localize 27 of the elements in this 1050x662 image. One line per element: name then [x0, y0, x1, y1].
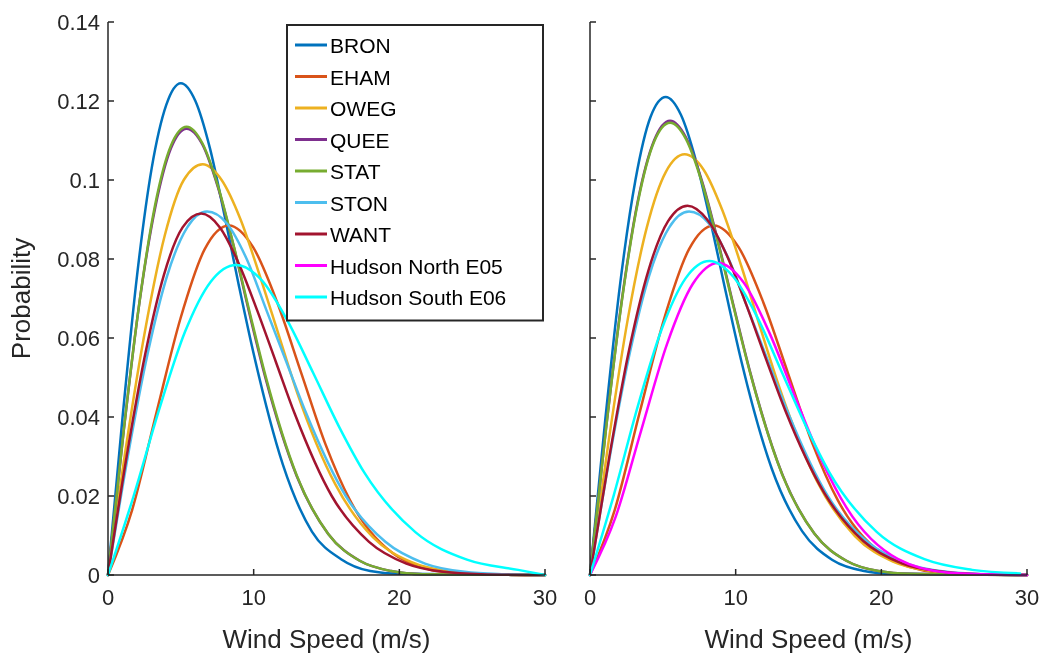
- x-tick-label: 0: [583, 585, 597, 610]
- y-tick-label: 0.02: [57, 484, 100, 509]
- legend-label: EHAM: [330, 65, 391, 89]
- legend-label: BRON: [330, 34, 391, 57]
- legend-label: STON: [330, 191, 388, 215]
- y-tick-label: 0.06: [57, 326, 100, 351]
- x-tick-label: 20: [869, 585, 894, 610]
- y-tick-label: 0.12: [57, 89, 100, 114]
- legend-label: WANT: [330, 223, 392, 246]
- legend-label: STAT: [330, 160, 381, 183]
- legend-label: Hudson South E06: [330, 286, 507, 309]
- legend-label: QUEE: [330, 128, 390, 152]
- x-tick-label: 20: [387, 585, 412, 610]
- y-tick-label: 0.1: [69, 168, 100, 193]
- x-tick-label: 10: [723, 585, 748, 610]
- y-tick-label: 0.04: [57, 405, 100, 430]
- y-tick-label: 0.14: [57, 10, 100, 35]
- x-tick-label: 10: [241, 585, 266, 610]
- x-tick-label: 30: [1014, 585, 1040, 610]
- x-axis-title: Wind Speed (m/s): [222, 624, 431, 654]
- x-tick-label: 30: [532, 585, 558, 610]
- y-axis-title: Probability: [6, 237, 36, 360]
- y-tick-label: 0.08: [57, 247, 100, 272]
- legend-label: OWEG: [330, 97, 397, 120]
- x-axis-title: Wind Speed (m/s): [704, 624, 913, 654]
- y-tick-label: 0: [87, 563, 100, 588]
- legend-label: Hudson North E05: [330, 254, 503, 278]
